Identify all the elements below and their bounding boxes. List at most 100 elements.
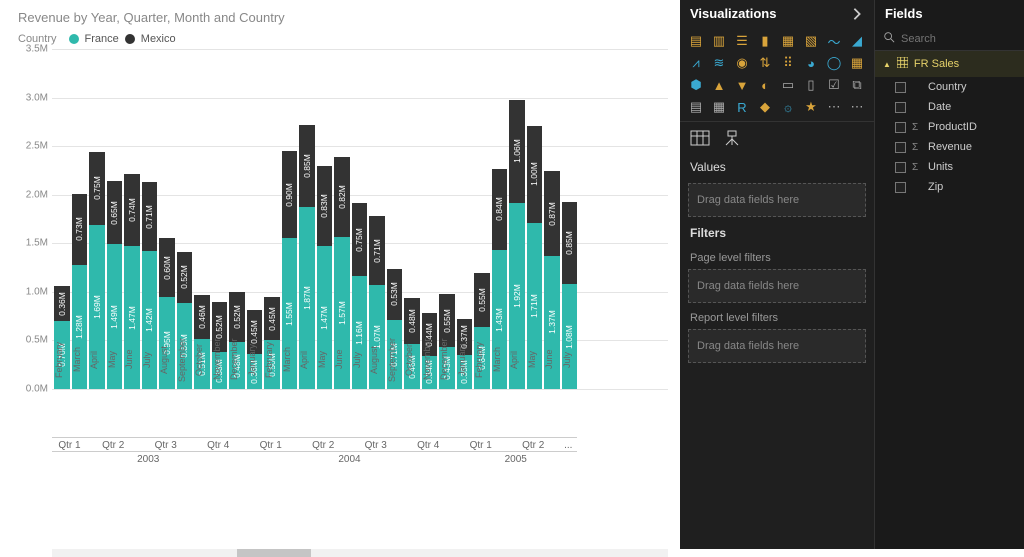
field-date[interactable]: Date <box>875 97 1024 117</box>
viz-scatter-icon[interactable]: ⠿ <box>778 53 798 73</box>
viz-donut-icon[interactable]: ◯ <box>824 53 844 73</box>
viz-arcgis-icon[interactable]: ۞ <box>778 97 798 117</box>
viz-clustered-bar-v-icon[interactable]: ▮ <box>755 31 775 51</box>
viz-stacked100-v-icon[interactable]: ▧ <box>801 31 821 51</box>
viz-stacked-bar-v-icon[interactable]: ▥ <box>709 31 729 51</box>
fields-title: Fields <box>885 6 923 21</box>
chart-scrollbar[interactable] <box>52 549 668 557</box>
checkbox-icon[interactable] <box>895 182 906 193</box>
data-label: 1.47M <box>319 306 329 330</box>
viz-more2-icon[interactable]: ⋯ <box>847 97 867 117</box>
segment-mexico: 0.85M <box>562 202 578 285</box>
field-productid[interactable]: ΣProductID <box>875 117 1024 137</box>
viz-filled-map-icon[interactable]: ▲ <box>709 75 729 95</box>
data-label: 0.75M <box>354 228 364 252</box>
viz-clustered-bar-h-icon[interactable]: ☰ <box>732 31 752 51</box>
viz-matrix-icon[interactable]: ▦ <box>709 97 729 117</box>
segment-mexico: 1.00M <box>527 126 543 223</box>
segment-mexico: 0.71M <box>369 216 385 285</box>
x-quarter-label: Qtr 4 <box>402 437 455 451</box>
viz-multi-card-icon[interactable]: ▯ <box>801 75 821 95</box>
viz-area-icon[interactable]: ◢ <box>847 31 867 51</box>
search-input[interactable] <box>901 33 1024 45</box>
x-month-label: September <box>177 333 193 389</box>
viz-card-icon[interactable]: ▭ <box>778 75 798 95</box>
x-month-label: April <box>299 333 315 389</box>
segment-mexico: 0.60M <box>159 238 175 296</box>
viz-line-clustered-icon[interactable]: ⩘ <box>686 53 706 73</box>
segment-mexico: 0.83M <box>317 166 333 247</box>
field-units[interactable]: ΣUnits <box>875 157 1024 177</box>
viz-more-icon[interactable]: ⋯ <box>824 97 844 117</box>
viz-table-icon[interactable]: ▤ <box>686 97 706 117</box>
table-name: FR Sales <box>914 58 959 70</box>
sigma-icon: Σ <box>912 122 922 133</box>
field-label: Date <box>928 101 951 113</box>
viz-python-icon[interactable]: ◆ <box>755 97 775 117</box>
viz-key-influencers-icon[interactable]: ★ <box>801 97 821 117</box>
viz-funnel-icon[interactable]: ▼ <box>732 75 752 95</box>
viz-waterfall-icon[interactable]: ⇅ <box>755 53 775 73</box>
fields-search[interactable] <box>875 27 1024 51</box>
viz-line-stacked-icon[interactable]: ≋ <box>709 53 729 73</box>
y-tick: 0.0M <box>26 384 48 395</box>
collapse-icon: ▲ <box>883 60 891 69</box>
sigma-icon: Σ <box>912 162 922 173</box>
x-month-label: January <box>457 333 473 389</box>
checkbox-icon[interactable] <box>895 82 906 93</box>
y-tick: 0.5M <box>26 335 48 346</box>
format-tab-icon[interactable] <box>722 130 742 146</box>
x-month-label: September <box>387 333 403 389</box>
checkbox-icon[interactable] <box>895 102 906 113</box>
y-tick: 1.0M <box>26 286 48 297</box>
legend-swatch-mexico <box>125 34 135 44</box>
checkbox-icon[interactable] <box>895 162 906 173</box>
field-revenue[interactable]: ΣRevenue <box>875 137 1024 157</box>
report-filters-dropzone[interactable]: Drag data fields here <box>688 329 866 363</box>
visualizations-panel: Visualizations ▤▥☰▮▦▧〜◢⩘≋◉⇅⠿◕◯▦⬢▲▼◐▭▯☑⧉▤… <box>680 0 874 549</box>
segment-mexico: 0.74M <box>124 174 140 246</box>
x-quarter-label: Qtr 3 <box>350 437 403 451</box>
table-header[interactable]: ▲ FR Sales <box>875 51 1024 77</box>
x-month-label: October <box>194 333 210 389</box>
scroll-thumb[interactable] <box>237 549 311 557</box>
chart-canvas[interactable]: Revenue by Year, Quarter, Month and Coun… <box>0 0 680 549</box>
x-month-label: June <box>334 333 350 389</box>
viz-stacked-bar-h-icon[interactable]: ▤ <box>686 31 706 51</box>
fields-tab-icon[interactable] <box>690 130 710 146</box>
x-month-label: August <box>369 333 385 389</box>
viz-stacked100-h-icon[interactable]: ▦ <box>778 31 798 51</box>
viz-gauge-icon[interactable]: ◐ <box>755 75 775 95</box>
visualizations-header[interactable]: Visualizations <box>680 0 874 27</box>
x-month-label: July <box>142 333 158 389</box>
x-month-label: July <box>352 333 368 389</box>
x-quarter-label: Qtr 1 <box>455 437 508 451</box>
table-icon <box>897 57 908 71</box>
viz-treemap-icon[interactable]: ▦ <box>847 53 867 73</box>
viz-map-icon[interactable]: ⬢ <box>686 75 706 95</box>
viz-r-visual-icon[interactable]: R <box>732 97 752 117</box>
viz-line-icon[interactable]: 〜 <box>824 31 844 51</box>
viz-slicer-icon[interactable]: ⧉ <box>847 75 867 95</box>
segment-mexico: 0.73M <box>72 194 88 265</box>
page-filters-dropzone[interactable]: Drag data fields here <box>688 269 866 303</box>
viz-pie-icon[interactable]: ◕ <box>801 53 821 73</box>
data-label: 0.82M <box>337 185 347 209</box>
checkbox-icon[interactable] <box>895 122 906 133</box>
values-dropzone[interactable]: Drag data fields here <box>688 183 866 217</box>
x-axis: FebruaryMarchAprilMayJuneJulyAugustSepte… <box>52 389 668 465</box>
data-label: 1.92M <box>512 284 522 308</box>
fields-header[interactable]: Fields <box>875 0 1024 27</box>
viz-kpi-icon[interactable]: ☑ <box>824 75 844 95</box>
x-month-label: April <box>509 333 525 389</box>
field-country[interactable]: Country <box>875 77 1024 97</box>
chevron-right-icon[interactable] <box>850 7 864 21</box>
data-label: 1.57M <box>337 301 347 325</box>
sigma-icon: Σ <box>912 142 922 153</box>
fields-panel: Fields ▲ FR Sales CountryDateΣProductIDΣ… <box>874 0 1024 549</box>
viz-ribbon-icon[interactable]: ◉ <box>732 53 752 73</box>
checkbox-icon[interactable] <box>895 142 906 153</box>
x-quarter-label: Qtr 4 <box>192 437 245 451</box>
segment-mexico: 0.65M <box>107 181 123 244</box>
field-zip[interactable]: Zip <box>875 177 1024 197</box>
